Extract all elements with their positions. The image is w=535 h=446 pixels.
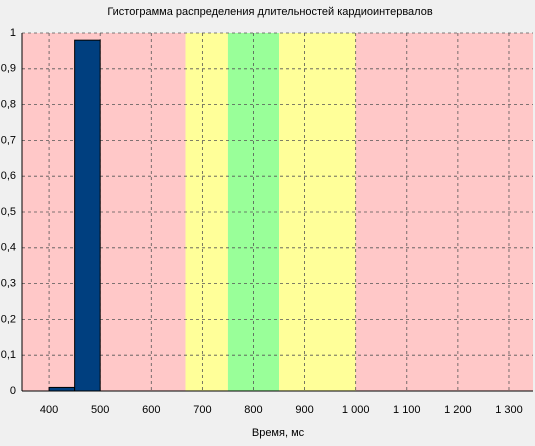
- bar: [74, 39, 101, 392]
- y-tick-label: 1: [10, 27, 16, 39]
- y-tick-label: 0,2: [1, 313, 16, 325]
- y-tick-label: 0,5: [1, 206, 16, 218]
- chart-title: Гистограмма распределения длительностей …: [107, 6, 432, 18]
- x-axis-title: Время, мс: [252, 427, 305, 439]
- y-tick-label: 0,9: [1, 63, 16, 75]
- x-tick-label: 1 300: [495, 404, 523, 416]
- x-tick-label: 900: [295, 404, 313, 416]
- x-tick-label: 1 100: [393, 404, 421, 416]
- x-tick-label: 1 000: [342, 404, 370, 416]
- y-tick-label: 0,8: [1, 99, 16, 111]
- y-tick-label: 0,4: [1, 242, 16, 254]
- x-tick-label: 600: [142, 404, 160, 416]
- zone: [22, 33, 186, 391]
- bar: [48, 386, 76, 392]
- x-tick-label: 700: [193, 404, 211, 416]
- x-tick-label: 500: [91, 404, 109, 416]
- y-tick-label: 0,6: [1, 170, 16, 182]
- x-tick-label: 800: [244, 404, 262, 416]
- y-tick-label: 0,1: [1, 349, 16, 361]
- y-tick-label: 0,3: [1, 278, 16, 290]
- y-tick-label: 0,7: [1, 134, 16, 146]
- x-tick-label: 1 200: [444, 404, 472, 416]
- y-tick-label: 0: [10, 385, 16, 397]
- zone: [227, 33, 280, 391]
- x-tick-label: 400: [40, 404, 58, 416]
